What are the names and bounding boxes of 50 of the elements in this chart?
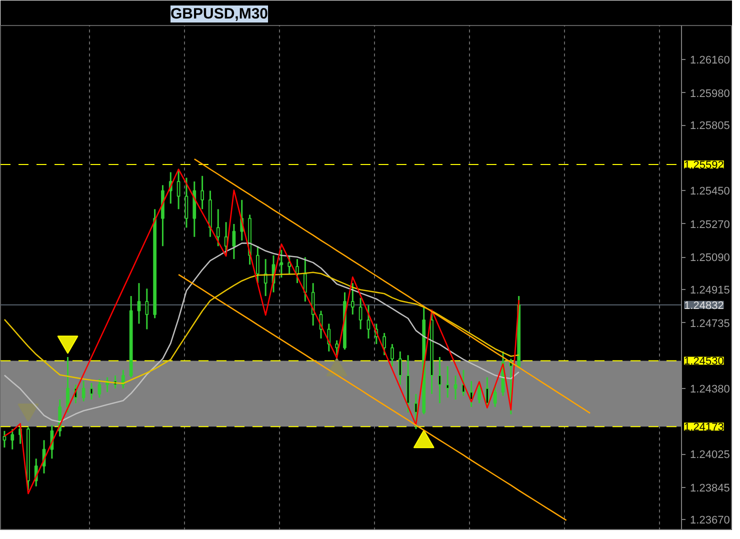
y-tick-label: 1.23670 [690,514,730,527]
y-tick-label: 1.25450 [690,186,730,198]
y-tick-label: 1.25980 [690,88,730,100]
candlestick [280,249,284,278]
candlestick [10,428,14,450]
candlestick [493,384,497,408]
candlestick [446,365,450,398]
y-tick-label: 1.25270 [690,218,730,231]
y-tick-label: 1.26160 [690,54,730,66]
ref-line-label: 1.24832 [684,300,724,312]
candlestick [264,258,268,297]
line-series [178,274,567,521]
y-tick-label: 1.24025 [690,449,730,461]
chart-title: GBPUSD,M30 [170,6,268,22]
candlestick [335,340,339,356]
ref-line-label: 1.25592 [684,159,724,172]
candlestick [454,374,458,400]
candlestick [485,376,489,408]
candlestick [366,304,370,340]
candlestick [438,356,442,404]
y-tick-label: 1.25090 [690,252,730,264]
candlestick [478,380,481,404]
ref-line-label: 1.24530 [684,356,724,368]
candlestick [358,297,362,330]
candlestick [256,245,260,284]
candlestick [296,258,299,284]
y-tick-label: 1.24915 [690,284,730,297]
line-series [194,158,591,414]
candlestick [200,175,204,210]
candlestick [216,208,220,247]
line-series [4,168,520,494]
candlestick [90,382,94,400]
candlestick [414,393,418,430]
candlestick [137,282,141,324]
y-tick-label: 1.25805 [690,120,730,132]
candlestick [398,350,402,386]
candlestick [390,343,394,367]
y-tick-label: 1.24735 [690,318,730,330]
y-tick-label: 1.23845 [690,482,730,494]
y-tick-label: 1.24380 [690,383,730,396]
candlestick [288,254,292,275]
candlestick [382,332,386,356]
candlestick [82,380,86,402]
candlestick [311,282,315,326]
candlestick [184,177,188,228]
candlestick [350,282,354,316]
candlestick [303,256,307,302]
candlestick [98,378,102,398]
candlestick [66,356,70,414]
candlestick [145,288,149,330]
